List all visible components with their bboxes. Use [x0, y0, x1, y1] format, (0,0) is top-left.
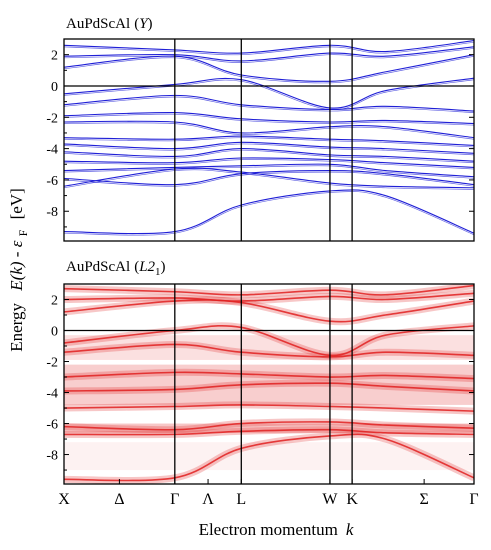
panel-bottom-frame	[63, 283, 475, 485]
y-tick-label: -6	[46, 174, 58, 189]
y-tick-label: 2	[51, 294, 58, 309]
y-tick-label: -8	[46, 205, 58, 220]
band-9	[64, 299, 474, 323]
y-tick-label: -4	[46, 387, 58, 402]
band-6	[64, 148, 474, 162]
band-10	[64, 111, 474, 125]
panel-bottom-bands	[64, 284, 474, 484]
panel-top-frame	[63, 38, 475, 242]
panel-top-bands	[64, 40, 474, 236]
y-tick-label: -2	[46, 111, 58, 126]
band-12	[64, 77, 474, 109]
y-tick-label: -4	[46, 143, 58, 158]
band-2	[64, 167, 474, 189]
band-4	[64, 163, 474, 178]
band-7	[64, 343, 474, 358]
band-6	[64, 371, 474, 380]
x-tick-label: Σ	[419, 491, 428, 508]
x-tick-label: X	[58, 491, 70, 508]
band-15	[64, 40, 474, 54]
band-14	[64, 46, 474, 62]
panel-top-title: AuPdScAl (Y)	[66, 16, 153, 32]
band-11	[64, 94, 474, 112]
panel-top: AuPdScAl (Y) 2 0 -2 -4 -6 -8	[46, 16, 475, 242]
y-axis-label-energy: Energy	[7, 302, 26, 351]
band-3	[64, 421, 474, 431]
panel-bottom-title: AuPdScAl (L21)	[66, 259, 166, 278]
x-tick-label: Λ	[202, 491, 214, 508]
band-1	[64, 189, 474, 235]
band-5	[64, 157, 474, 168]
y-axis-label-unit: [eV]	[7, 188, 26, 219]
x-tick-label: W	[322, 491, 338, 508]
x-tick-label: Γ	[469, 491, 478, 508]
y-tick-label: -8	[46, 449, 58, 464]
x-tick-label: Δ	[114, 491, 124, 508]
band-13	[64, 54, 474, 82]
panel-bottom-smear	[64, 335, 474, 471]
band-8	[64, 325, 474, 357]
x-tick-label: L	[236, 491, 246, 508]
band-11	[64, 284, 474, 296]
y-tick-label: 0	[51, 325, 58, 340]
band-1	[64, 433, 474, 482]
y-tick-label: 2	[51, 49, 58, 64]
y-tick-label: 0	[51, 80, 58, 95]
y-axis-label: Energy E(k) - ε F [eV]	[7, 188, 31, 352]
y-tick-label: -2	[46, 356, 58, 371]
band-8	[64, 135, 474, 147]
y-axis-label-main: E(k) - ε	[7, 240, 26, 291]
panel-top-y-ticks: 2 0 -2 -4 -6 -8	[46, 38, 474, 228]
panel-bottom-symmetry-lines	[174, 284, 353, 484]
band-2	[64, 428, 474, 436]
band-3	[64, 169, 474, 186]
svg-text:Energy E(k) - ε F: Energy E(k) - ε F [eV]	[7, 188, 31, 352]
y-tick-label: -6	[46, 418, 58, 433]
smear-band-1	[64, 364, 474, 405]
smear-band-2	[64, 423, 474, 433]
band-9	[64, 120, 474, 139]
band-10	[64, 292, 474, 302]
band-7	[64, 141, 474, 154]
x-tick-label: K	[346, 491, 358, 508]
y-axis-label-sub: F	[16, 229, 30, 236]
x-tick-label: Γ	[170, 491, 179, 508]
smear-band-3	[64, 335, 474, 360]
band-4	[64, 404, 474, 412]
band-5	[64, 382, 474, 392]
panel-top-symmetry-lines	[174, 39, 353, 241]
x-axis-label: Electron momentum k	[199, 520, 354, 539]
